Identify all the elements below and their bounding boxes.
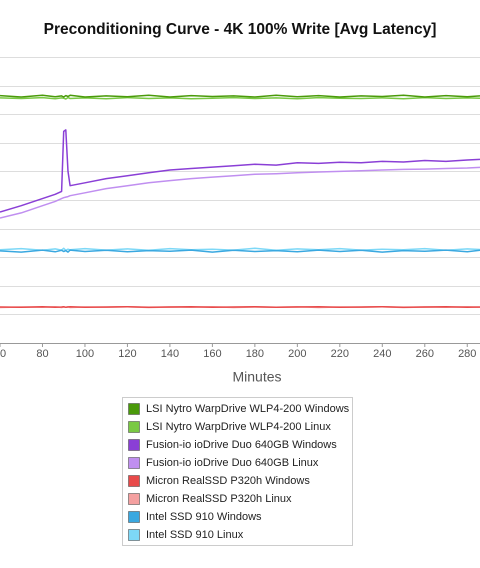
legend-swatch (128, 493, 140, 505)
series-line (0, 129, 480, 213)
x-tick-label: 60 (0, 348, 6, 360)
x-tick-label: 260 (416, 348, 434, 360)
series-line (0, 96, 480, 100)
series-line (0, 94, 480, 98)
legend-label: Intel SSD 910 Linux (146, 529, 244, 541)
legend-label: LSI Nytro WarpDrive WLP4-200 Windows (146, 403, 350, 415)
series-line (0, 166, 480, 219)
legend-swatch (128, 475, 140, 487)
legend-box (122, 397, 353, 546)
legend-swatch (128, 403, 140, 415)
legend-label: LSI Nytro WarpDrive WLP4-200 Linux (146, 421, 331, 433)
legend-swatch (128, 421, 140, 433)
x-axis-label: Minutes (232, 369, 281, 385)
x-tick-label: 180 (246, 348, 264, 360)
x-tick-label: 160 (203, 348, 221, 360)
legend-label: Fusion-io ioDrive Duo 640GB Linux (146, 457, 319, 469)
legend-label: Fusion-io ioDrive Duo 640GB Windows (146, 439, 337, 451)
legend-swatch (128, 439, 140, 451)
legend-label: Micron RealSSD P320h Windows (146, 475, 310, 487)
x-tick-label: 100 (76, 348, 94, 360)
x-tick-label: 220 (331, 348, 349, 360)
legend-swatch (128, 529, 140, 541)
x-tick-label: 120 (118, 348, 136, 360)
legend-label: Intel SSD 910 Windows (146, 511, 262, 523)
x-tick-label: 200 (288, 348, 306, 360)
x-tick-label: 140 (161, 348, 179, 360)
x-tick-label: 80 (36, 348, 48, 360)
legend-swatch (128, 511, 140, 523)
x-tick-label: 280 (458, 348, 476, 360)
series-line (0, 249, 480, 253)
legend-label: Micron RealSSD P320h Linux (146, 493, 292, 505)
series-line (0, 305, 480, 309)
chart-title: Preconditioning Curve - 4K 100% Write [A… (44, 21, 437, 38)
legend-swatch (128, 457, 140, 469)
x-tick-label: 240 (373, 348, 391, 360)
